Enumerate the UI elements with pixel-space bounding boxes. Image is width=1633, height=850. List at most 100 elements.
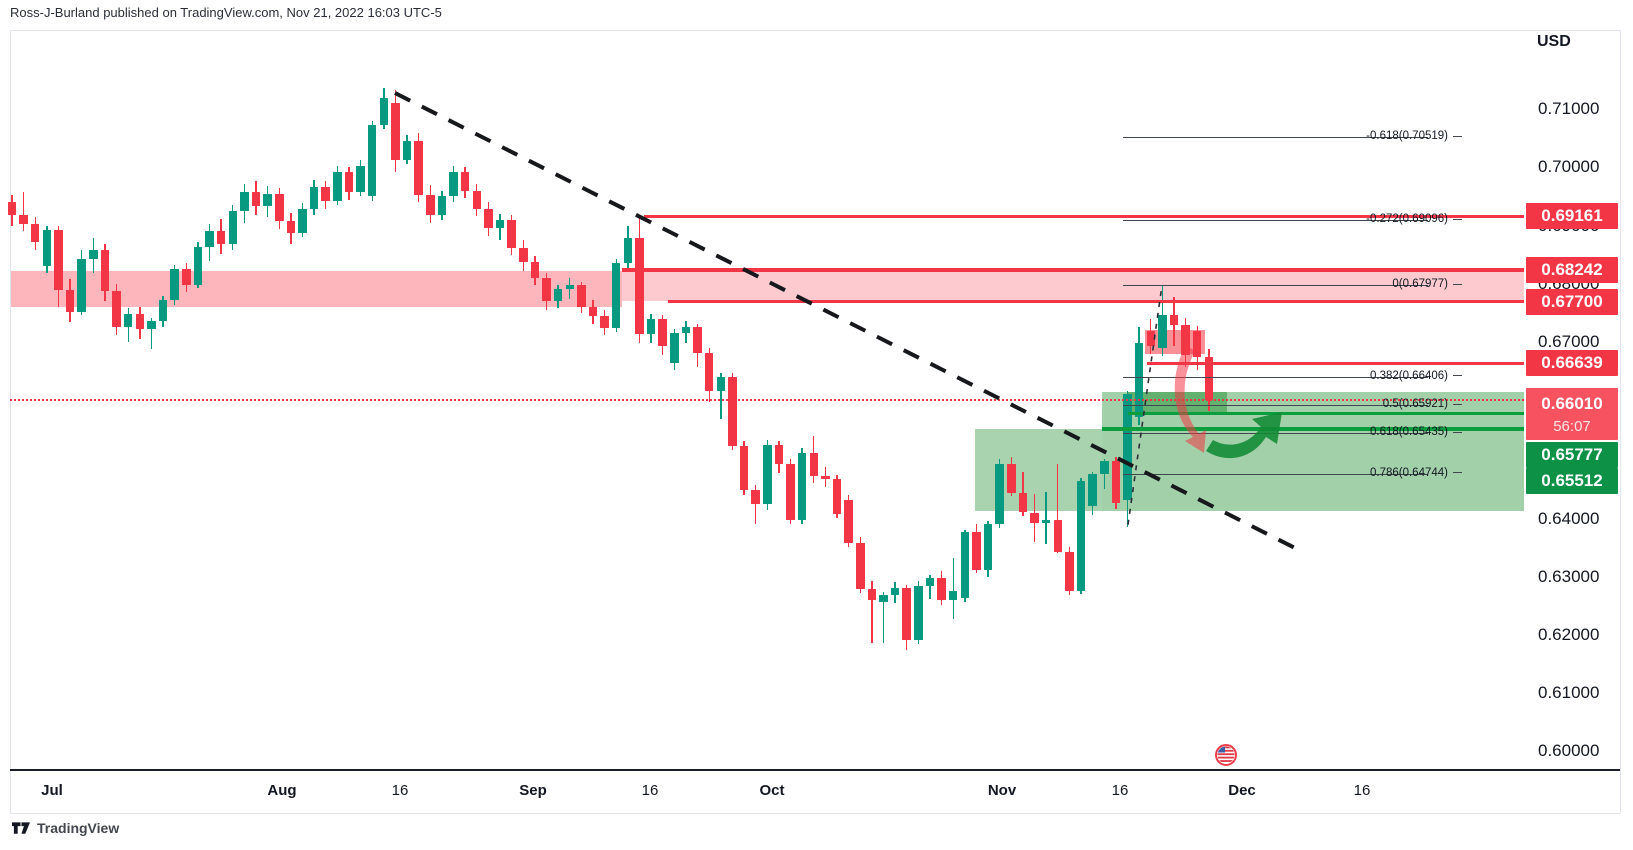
frame-right [1620, 30, 1621, 813]
attribution-text: Ross-J-Burland published on TradingView.… [10, 5, 442, 20]
candle [995, 463, 1004, 525]
fib-level-label: 0.382(0.66406) [1370, 370, 1462, 382]
candle-wick [871, 581, 873, 644]
candle-wick [952, 557, 954, 619]
candle [797, 453, 807, 521]
us-flag-event-icon [1215, 744, 1237, 766]
time-axis-tick: Oct [759, 782, 785, 799]
candle [519, 247, 528, 262]
candle-wick [882, 591, 885, 644]
time-axis-tick: 16 [391, 782, 409, 799]
candle [611, 262, 621, 329]
candle [1123, 393, 1132, 500]
candle [658, 318, 667, 346]
candle [1076, 481, 1086, 591]
price-axis-tick: 0.71000 [1538, 99, 1600, 118]
resistance-price-label: 0.67700 [1526, 289, 1618, 315]
fib-level-label: 0.618(0.65435) [1370, 426, 1462, 438]
fib-label-text: 0.5(0.65921) [1382, 398, 1448, 411]
time-axis-line [10, 769, 1620, 771]
candle [693, 327, 702, 353]
candle [391, 103, 400, 160]
candle [495, 219, 505, 228]
candle [240, 191, 249, 212]
red-level-ray [622, 268, 1524, 272]
time-axis-tick: 16 [1111, 782, 1129, 799]
candle [530, 261, 540, 279]
candle [937, 577, 946, 600]
candle [763, 444, 772, 505]
candle [856, 542, 865, 590]
candle [460, 171, 470, 191]
candle [100, 250, 110, 291]
fib-level-line [1123, 285, 1428, 287]
candle [1041, 519, 1051, 523]
green-level-ray [1128, 411, 1524, 416]
fib-level-label: 0(0.67977) [1392, 278, 1462, 290]
candle [786, 463, 795, 521]
candle [902, 588, 911, 640]
candle [321, 187, 330, 202]
current-price-dotted-line [10, 398, 1524, 401]
price-axis-tick: 0.64000 [1538, 509, 1600, 528]
fib-level-label: 0.786(0.64744) [1370, 467, 1462, 479]
candle [263, 193, 272, 206]
candle [170, 269, 179, 301]
candle [437, 196, 447, 216]
fib-label-text: -0.272(0.69096) [1366, 213, 1448, 226]
fib-label-dash [1453, 218, 1462, 220]
candle [426, 195, 435, 216]
candle [1169, 315, 1179, 325]
candle [286, 220, 296, 233]
current-price-value: 0.66010 [1541, 393, 1603, 413]
green-level-ray [1102, 427, 1524, 431]
candle [623, 238, 633, 263]
candle [1192, 330, 1202, 358]
candle [925, 577, 935, 586]
fib-label-text: 0(0.67977) [1392, 278, 1448, 291]
tradingview-logo-text: TradingView [37, 820, 120, 836]
candle [1100, 461, 1109, 475]
candle [135, 314, 145, 330]
candle [1181, 324, 1190, 356]
candle [7, 202, 17, 216]
time-axis-tick: Dec [1228, 782, 1256, 799]
fib-level-label: -0.272(0.69096) [1366, 213, 1462, 225]
time-axis-tick: Jul [41, 782, 63, 799]
candle [309, 187, 319, 210]
candle [333, 171, 342, 202]
red-level-ray [668, 299, 1524, 304]
price-axis-tick: 0.67000 [1538, 332, 1600, 351]
fib-level-label: -0.618(0.70519) [1366, 130, 1462, 142]
candle [182, 269, 191, 286]
candle [251, 191, 261, 206]
candle [1158, 315, 1167, 349]
candle [716, 377, 726, 392]
candle [205, 231, 214, 247]
candle [739, 446, 749, 491]
us-flag-stripes [1217, 746, 1235, 762]
candle [275, 193, 284, 221]
fib-label-dash [1453, 375, 1462, 377]
candle [216, 231, 226, 245]
fib-label-dash [1453, 283, 1462, 285]
candle [542, 278, 551, 302]
time-axis-tick: 16 [641, 782, 659, 799]
candle [832, 479, 842, 514]
candle [54, 230, 63, 290]
candle [960, 532, 970, 598]
red-level-ray [1147, 361, 1524, 366]
fib-label-dash [1453, 135, 1462, 137]
candle [844, 500, 853, 543]
candle [588, 307, 598, 316]
candle [1146, 330, 1155, 346]
tradingview-logo[interactable]: TradingView [12, 820, 119, 836]
candle [19, 215, 28, 225]
candle [867, 589, 877, 600]
candle [484, 209, 493, 228]
fib-label-text: 0.618(0.65435) [1369, 426, 1448, 439]
candle [809, 453, 819, 477]
candle [1007, 463, 1016, 493]
candle [402, 141, 412, 160]
fib-label-text: -0.618(0.70519) [1366, 130, 1448, 143]
